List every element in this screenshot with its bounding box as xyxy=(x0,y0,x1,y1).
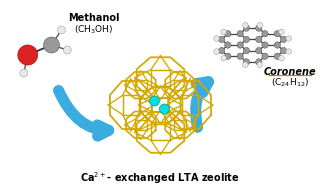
Circle shape xyxy=(274,31,280,37)
Circle shape xyxy=(274,42,280,48)
Circle shape xyxy=(150,96,160,106)
Circle shape xyxy=(243,59,250,65)
Circle shape xyxy=(257,62,263,67)
Circle shape xyxy=(243,47,250,54)
Circle shape xyxy=(255,47,262,54)
Circle shape xyxy=(243,36,250,43)
Circle shape xyxy=(243,22,248,28)
Circle shape xyxy=(20,69,28,77)
Circle shape xyxy=(280,36,287,43)
Circle shape xyxy=(243,62,248,67)
Text: (C$_{24}$H$_{12}$): (C$_{24}$H$_{12}$) xyxy=(271,77,309,89)
Circle shape xyxy=(255,59,262,65)
Circle shape xyxy=(286,36,291,41)
Circle shape xyxy=(237,53,243,60)
Text: Methanol: Methanol xyxy=(68,13,120,23)
Circle shape xyxy=(225,53,231,60)
Circle shape xyxy=(257,22,263,28)
Circle shape xyxy=(214,36,219,41)
Circle shape xyxy=(255,25,262,31)
Circle shape xyxy=(160,104,169,114)
Circle shape xyxy=(225,42,231,48)
Text: Ca$^{2+}$- exchanged LTA zeolite: Ca$^{2+}$- exchanged LTA zeolite xyxy=(80,170,239,186)
Circle shape xyxy=(274,53,280,60)
Circle shape xyxy=(279,55,284,61)
Circle shape xyxy=(237,42,243,48)
Text: (CH$_3$OH): (CH$_3$OH) xyxy=(74,24,114,36)
Text: Coronene: Coronene xyxy=(264,67,317,77)
Circle shape xyxy=(57,26,65,34)
Circle shape xyxy=(218,47,225,54)
Circle shape xyxy=(221,55,226,61)
Circle shape xyxy=(225,31,231,37)
Circle shape xyxy=(262,53,268,60)
Circle shape xyxy=(221,29,226,35)
Circle shape xyxy=(63,46,71,54)
Circle shape xyxy=(237,31,243,37)
Circle shape xyxy=(44,37,59,53)
Circle shape xyxy=(279,29,284,35)
Circle shape xyxy=(286,49,291,54)
Circle shape xyxy=(262,31,268,37)
Circle shape xyxy=(280,47,287,54)
Circle shape xyxy=(214,49,219,54)
Circle shape xyxy=(262,42,268,48)
Circle shape xyxy=(18,45,38,65)
Circle shape xyxy=(218,36,225,43)
Circle shape xyxy=(243,25,250,31)
Circle shape xyxy=(255,36,262,43)
